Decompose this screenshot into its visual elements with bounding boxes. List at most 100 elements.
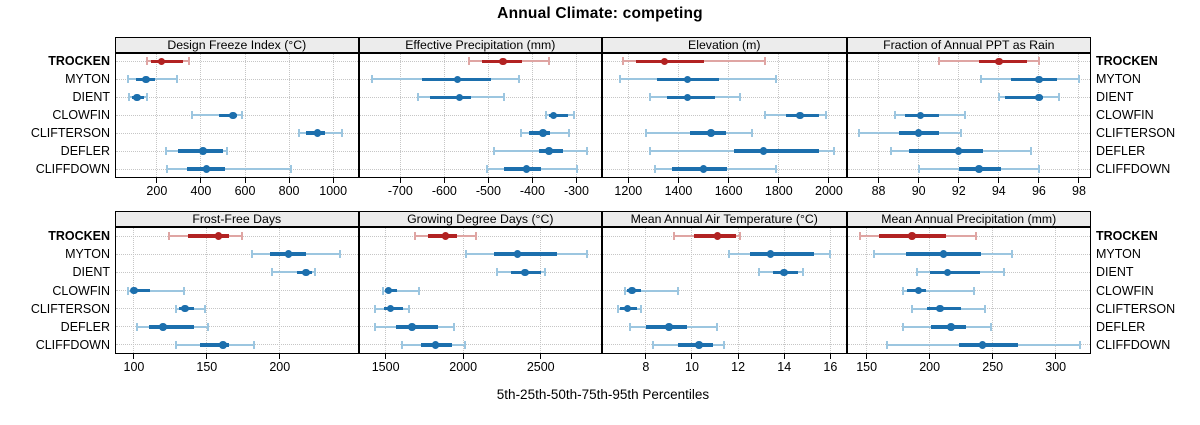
median-dot-clowfin-mean-annual-precipitation-mm: [914, 286, 923, 295]
whisker-cap-high-dient-frost-free-days: [313, 268, 316, 277]
site-label-left-defler: DEFLER: [60, 144, 110, 159]
tick-mark: [691, 354, 693, 359]
tick-mark: [206, 354, 208, 359]
whisker-cap-low-cliffdown-frost-free-days: [175, 340, 178, 349]
tick-label: 14: [777, 360, 792, 374]
interval-bar-trocken-frost-free-days: [187, 234, 229, 238]
median-dot-trocken-mean-annual-precipitation-mm: [908, 232, 916, 240]
panel-header-elevation-m: Elevation (m): [602, 36, 847, 53]
site-label-left-myton: MYTON: [65, 247, 110, 262]
whisker-cap-low-clifterson-mean-annual-air-temperature-c: [617, 304, 620, 313]
site-label-right-cliffdown: CLIFFDOWN: [1096, 162, 1171, 177]
panel-growing-degree-days-c: [358, 227, 602, 354]
whisker-cap-high-clifterson-mean-annual-air-temperature-c: [640, 304, 643, 313]
whisker-cap-high-cliffdown-growing-degree-days-c: [463, 340, 466, 349]
tick-mark: [487, 178, 489, 183]
whisker-cap-high-trocken-effective-precipitation-mm: [547, 57, 550, 66]
whisker-cap-high-myton-growing-degree-days-c: [586, 250, 589, 259]
site-label-right-clowfin: CLOWFIN: [1096, 108, 1154, 123]
whisker-cap-high-clifterson-effective-precipitation-mm: [567, 129, 570, 138]
whisker-cap-high-cliffdown-elevation-m: [775, 165, 778, 174]
whisker-cap-low-cliffdown-mean-annual-precipitation-mm: [885, 340, 888, 349]
panel-header-frost-free-days: Frost-Free Days: [115, 211, 359, 227]
tick-mark: [399, 178, 401, 183]
whisker-cap-high-trocken-mean-annual-precipitation-mm: [975, 232, 978, 241]
tick-label: 16: [823, 360, 838, 374]
whisker-cap-low-myton-mean-annual-air-temperature-c: [727, 250, 730, 259]
tick-label: 1600: [714, 184, 743, 198]
median-dot-trocken-frost-free-days: [214, 232, 223, 240]
whisker-cap-high-defler-fraction-of-annual-ppt-as-rain: [1029, 147, 1032, 156]
tick-label: 300: [1045, 360, 1067, 374]
tick-mark: [958, 178, 960, 183]
site-label-right-dient: DIENT: [1096, 265, 1134, 280]
tick-label: -700: [387, 184, 413, 198]
whisker-cap-low-clifterson-mean-annual-precipitation-mm: [911, 304, 914, 313]
tick-mark: [443, 178, 445, 183]
site-label-left-defler: DEFLER: [60, 319, 110, 334]
interval-bar-defler-frost-free-days: [148, 325, 194, 329]
median-dot-defler-frost-free-days: [159, 323, 167, 331]
tick-label: 10: [685, 360, 699, 374]
interval-bar-cliffdown-mean-annual-precipitation-mm: [958, 343, 1018, 347]
tick-label: 250: [982, 360, 1004, 374]
whisker-cap-low-myton-design-freeze-index-c: [127, 75, 130, 84]
median-dot-clifterson-design-freeze-index-c: [313, 129, 322, 137]
site-label-right-cliffdown: CLIFFDOWN: [1096, 337, 1171, 352]
median-dot-clowfin-fraction-of-annual-ppt-as-rain: [916, 111, 925, 119]
median-dot-clifterson-elevation-m: [707, 129, 715, 137]
whisker-cap-low-dient-elevation-m: [648, 93, 651, 102]
tick-mark: [288, 178, 290, 183]
whisker-cap-low-defler-design-freeze-index-c: [164, 147, 167, 156]
whisker-cap-low-defler-fraction-of-annual-ppt-as-rain: [889, 147, 892, 156]
median-dot-defler-mean-annual-precipitation-mm: [947, 323, 955, 331]
median-dot-cliffdown-mean-annual-air-temperature-c: [695, 341, 703, 349]
whisker-cap-high-dient-elevation-m: [738, 93, 741, 102]
tick-mark: [575, 178, 577, 183]
gridline-horizontal: [359, 344, 601, 346]
gridline-horizontal: [603, 271, 846, 273]
interval-bar-defler-growing-degree-days-c: [395, 325, 439, 329]
site-label-right-clowfin: CLOWFIN: [1096, 283, 1154, 298]
whisker-cap-low-trocken-growing-degree-days-c: [414, 232, 417, 241]
site-label-left-myton: MYTON: [65, 72, 110, 87]
median-dot-cliffdown-fraction-of-annual-ppt-as-rain: [975, 165, 983, 173]
median-dot-defler-design-freeze-index-c: [199, 147, 207, 155]
gridline-horizontal: [603, 290, 846, 291]
tick-mark: [992, 354, 994, 359]
whisker-cap-high-defler-design-freeze-index-c: [226, 147, 229, 156]
tick-label: -600: [431, 184, 457, 198]
whisker-cap-high-trocken-fraction-of-annual-ppt-as-rain: [1037, 57, 1040, 66]
median-dot-clowfin-effective-precipitation-mm: [549, 111, 558, 119]
gridline-horizontal: [116, 150, 358, 152]
gridline-horizontal: [359, 271, 601, 273]
median-dot-cliffdown-growing-degree-days-c: [431, 341, 440, 349]
tick-mark: [677, 178, 679, 183]
whisker-cap-low-defler-mean-annual-air-temperature-c: [628, 322, 631, 331]
whisker-cap-high-myton-design-freeze-index-c: [175, 75, 178, 84]
tick-label: 1000: [319, 184, 348, 198]
panel-effective-precipitation-mm: [358, 52, 602, 178]
whisker-cap-high-clifterson-mean-annual-precipitation-mm: [984, 304, 987, 313]
median-dot-myton-elevation-m: [683, 75, 691, 84]
site-label-right-defler: DEFLER: [1096, 319, 1146, 334]
whisker-cap-low-cliffdown-design-freeze-index-c: [165, 165, 168, 174]
tick-mark: [200, 178, 202, 183]
interval-bar-myton-mean-annual-air-temperature-c: [749, 252, 815, 256]
tick-mark: [1078, 178, 1080, 183]
whisker-cap-low-cliffdown-mean-annual-air-temperature-c: [651, 340, 654, 349]
site-label-right-myton: MYTON: [1096, 72, 1141, 87]
tick-label: 100: [123, 360, 145, 374]
whisker-cap-high-trocken-elevation-m: [764, 57, 766, 66]
tick-label: 94: [991, 184, 1006, 198]
median-dot-clowfin-elevation-m: [796, 111, 804, 119]
whisker-cap-low-trocken-mean-annual-precipitation-mm: [859, 232, 862, 241]
whisker-cap-high-clowfin-growing-degree-days-c: [417, 286, 420, 295]
tick-label: 1200: [614, 184, 643, 198]
median-dot-clifterson-effective-precipitation-mm: [539, 129, 547, 137]
interval-bar-dient-effective-precipitation-mm: [429, 95, 471, 100]
site-label-left-cliffdown: CLIFFDOWN: [35, 337, 110, 352]
gridline-horizontal: [116, 271, 358, 273]
site-label-left-clifterson: CLIFTERSON: [30, 126, 110, 141]
interval-bar-clifterson-mean-annual-precipitation-mm: [927, 306, 962, 311]
